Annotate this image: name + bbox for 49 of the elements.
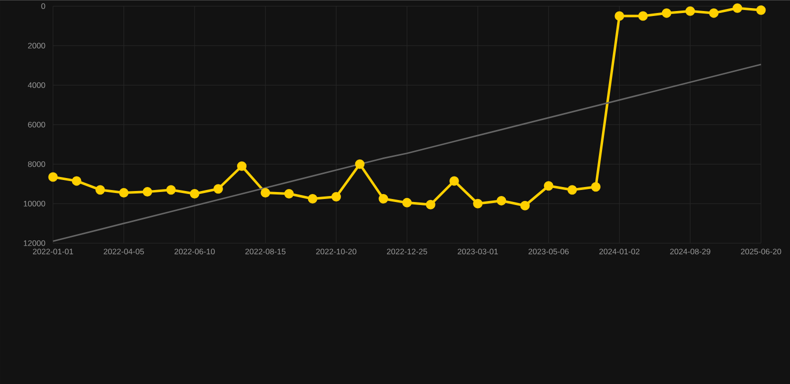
point [638, 11, 648, 21]
x-tick-label: 2022-01-01 [32, 248, 74, 254]
point [331, 192, 341, 202]
x-tick-label: 2022-12-25 [386, 248, 428, 254]
point [95, 185, 105, 195]
point [213, 184, 223, 194]
y-tick-label: 4000 [28, 82, 46, 88]
y-tick-label: 0 [41, 3, 46, 9]
y-tick-label: 6000 [28, 122, 46, 128]
point [709, 8, 719, 18]
point [260, 188, 270, 198]
y-tick-label: 2000 [28, 42, 46, 48]
point [237, 161, 247, 171]
point [756, 5, 766, 15]
point [284, 188, 294, 198]
point [48, 172, 58, 182]
point [308, 194, 318, 204]
point [166, 185, 176, 195]
point [142, 186, 152, 196]
point [190, 188, 200, 198]
point [378, 194, 388, 204]
point [662, 8, 672, 18]
x-tick-label: 2024-08-29 [670, 248, 710, 254]
point [544, 181, 554, 191]
point [426, 200, 436, 210]
y-tick-label: 10000 [24, 200, 46, 206]
x-tick-label: 2022-04-05 [104, 248, 144, 254]
x-tick-label: 2024-01-02 [599, 248, 640, 254]
point [614, 11, 624, 21]
point [520, 200, 530, 210]
point [72, 176, 82, 186]
x-tick-label: 2023-05-06 [528, 248, 569, 254]
point [496, 196, 506, 206]
point [591, 182, 601, 192]
x-tick-label: 2023-03-01 [458, 248, 498, 254]
x-tick-label: 2022-06-10 [174, 248, 215, 254]
y-tick-label: 12000 [24, 240, 46, 246]
point [732, 3, 742, 13]
point [355, 159, 365, 169]
x-tick-label: 2022-10-20 [316, 248, 356, 254]
x-tick-label: 2022-08-15 [245, 248, 286, 254]
y-tick-label: 8000 [28, 161, 46, 167]
x-tick-label: 2025-06-20 [740, 248, 782, 254]
point [402, 198, 412, 208]
point [473, 198, 483, 208]
point [119, 188, 129, 198]
point [567, 185, 577, 195]
point [449, 176, 459, 186]
point [685, 6, 695, 16]
